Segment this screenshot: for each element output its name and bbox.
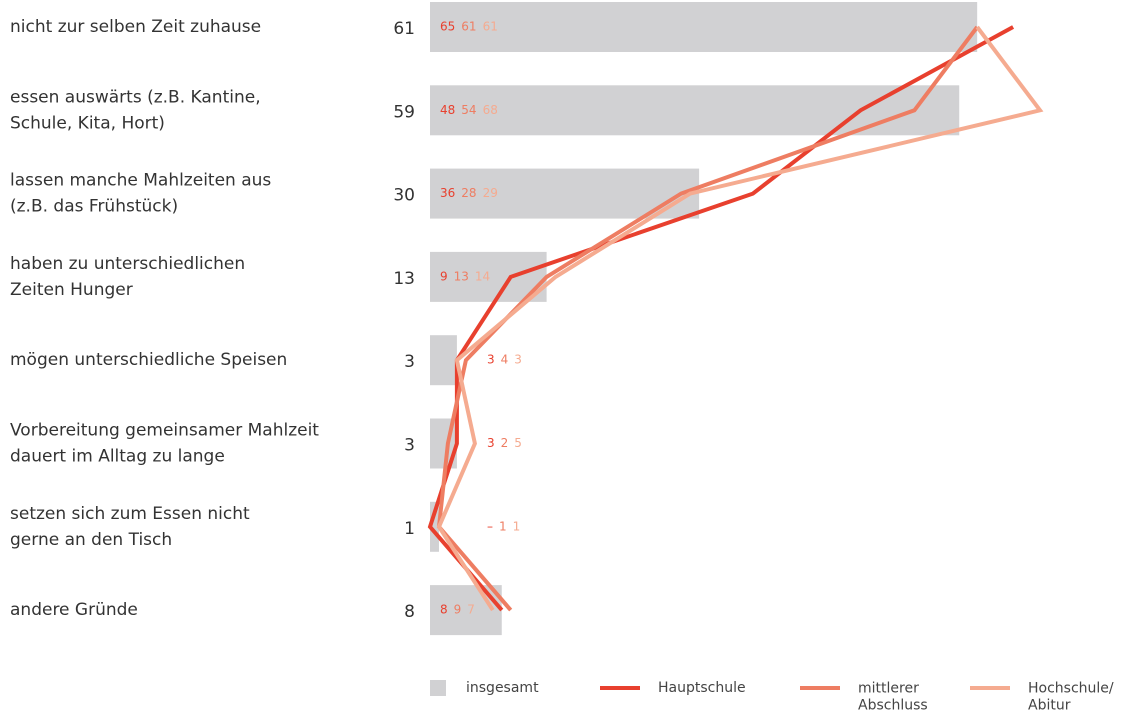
- series-line: [427, 25, 1015, 612]
- category-label: nicht zur selben Zeit zuhause: [10, 17, 261, 37]
- value-label: 5: [514, 436, 522, 450]
- value-label: 54: [461, 103, 476, 117]
- value-label: 1: [513, 519, 521, 533]
- total-label: 1: [404, 519, 415, 539]
- value-label: 1: [499, 519, 507, 533]
- category-label: andere Gründe: [10, 600, 138, 620]
- value-label: 28: [461, 186, 476, 200]
- value-label: 48: [440, 103, 455, 117]
- total-label: 3: [404, 352, 415, 372]
- total-label: 30: [393, 186, 415, 206]
- category-label: lassen manche Mahlzeiten aus (z.B. das Fr…: [10, 171, 271, 217]
- category-label: essen auswärts (z.B. Kantine, Schule, Kit…: [10, 87, 261, 133]
- value-label: 2: [501, 436, 509, 450]
- bar: [430, 251, 547, 302]
- category-label: setzen sich zum Essen nicht gerne an den …: [10, 504, 250, 550]
- value-label: 4: [501, 353, 509, 367]
- value-label: 9: [440, 269, 448, 283]
- value-label: 36: [440, 186, 455, 200]
- total-label: 3: [404, 436, 415, 456]
- bar: [430, 85, 960, 136]
- value-label: –: [487, 519, 493, 533]
- value-label: 7: [467, 603, 475, 617]
- legend-label: insgesamt: [466, 680, 539, 696]
- value-label: 3: [514, 353, 522, 367]
- total-label: 61: [393, 19, 415, 39]
- total-label: 13: [393, 269, 415, 289]
- value-label: 29: [483, 186, 498, 200]
- bar: [430, 335, 457, 386]
- legend-label: mittlerer Abschluss: [858, 681, 928, 714]
- value-label: 65: [440, 20, 455, 34]
- value-label: 14: [475, 269, 490, 283]
- value-label: 61: [461, 20, 476, 34]
- value-label: 3: [487, 436, 495, 450]
- value-label: 13: [454, 269, 469, 283]
- category-label: Vorbereitung gemeinsamer Mahlzeit dauert …: [10, 421, 319, 467]
- total-label: 59: [393, 102, 415, 122]
- legend-swatch: [430, 680, 446, 696]
- category-label: mögen unterschiedliche Speisen: [10, 350, 287, 370]
- legend-label: Hauptschule: [658, 680, 746, 696]
- value-label: 61: [483, 20, 498, 34]
- value-label: 68: [483, 103, 498, 117]
- value-label: 8: [440, 603, 448, 617]
- series-line: [436, 25, 1044, 612]
- value-label: 9: [454, 603, 462, 617]
- bar: [430, 501, 439, 552]
- legend-label: Hochschule/Abitur: [1028, 681, 1114, 714]
- total-label: 8: [404, 602, 415, 622]
- category-label: haben zu unterschiedlichen Zeiten Hunger: [10, 254, 245, 300]
- bar: [430, 2, 978, 52]
- value-label: 3: [487, 353, 495, 367]
